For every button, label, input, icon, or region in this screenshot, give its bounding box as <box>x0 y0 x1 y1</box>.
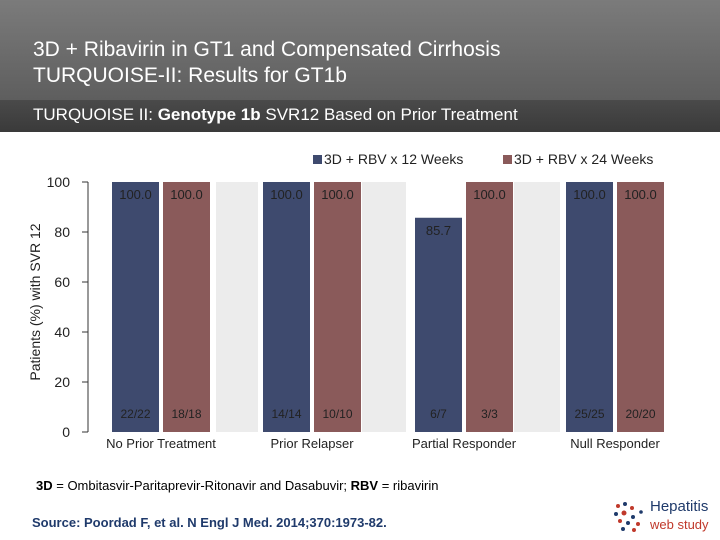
bar-2 <box>617 182 664 432</box>
bar-count-label: 20/20 <box>625 407 655 421</box>
chart-subtitle-bar: TURQUOISE II: Genotype 1b SVR12 Based on… <box>0 100 720 132</box>
bar-value-label: 100.0 <box>170 187 203 202</box>
bar-count-label: 18/18 <box>171 407 201 421</box>
y-axis-label: Patients (%) with SVR 12 <box>27 223 43 380</box>
bar-count-label: 10/10 <box>322 407 352 421</box>
logo-dots-icon <box>614 502 643 532</box>
slide-title-line1: 3D + Ribavirin in GT1 and Compensated Ci… <box>33 38 501 61</box>
subtitle-prefix: TURQUOISE II: <box>33 105 158 124</box>
y-tick-label: 0 <box>62 424 70 440</box>
bar-count-label: 6/7 <box>430 407 447 421</box>
x-category-label: No Prior Treatment <box>106 436 216 451</box>
group-separator-band <box>514 182 560 432</box>
subtitle-suffix: SVR12 Based on Prior Treatment <box>260 105 518 124</box>
legend-swatch-1 <box>313 155 322 164</box>
bar-2 <box>163 182 210 432</box>
y-tick-label: 20 <box>54 374 70 390</box>
legend-label-1: 3D + RBV x 12 Weeks <box>324 151 463 167</box>
x-category-label: Null Responder <box>570 436 660 451</box>
bar-1 <box>263 182 310 432</box>
bar-1 <box>415 217 462 432</box>
bar-1 <box>112 182 159 432</box>
legend-label-2: 3D + RBV x 24 Weeks <box>514 151 653 167</box>
bar-value-label: 100.0 <box>321 187 354 202</box>
slide-title-line2: TURQUOISE-II: Results for GT1b <box>33 64 347 87</box>
logo-line2: web study <box>650 517 709 532</box>
bar-value-label: 85.7 <box>426 223 451 238</box>
bar-2 <box>314 182 361 432</box>
y-tick-label: 60 <box>54 274 70 290</box>
bar-count-label: 22/22 <box>120 407 150 421</box>
footnote-def-rbv: = ribavirin <box>378 478 439 493</box>
slide-header: 3D + Ribavirin in GT1 and Compensated Ci… <box>0 0 720 100</box>
group-separator-band <box>216 182 258 432</box>
bar-2 <box>466 182 513 432</box>
legend-swatch-2 <box>503 155 512 164</box>
chart-subtitle: TURQUOISE II: Genotype 1b SVR12 Based on… <box>33 105 518 125</box>
subtitle-bold: Genotype 1b <box>157 105 261 124</box>
y-tick-label: 40 <box>54 324 70 340</box>
bar-count-label: 14/14 <box>271 407 301 421</box>
footnote-abbr-rbv: RBV <box>350 478 379 493</box>
bar-value-label: 100.0 <box>473 187 506 202</box>
bar-1 <box>566 182 613 432</box>
bar-value-label: 100.0 <box>624 187 657 202</box>
bar-count-label: 3/3 <box>481 407 498 421</box>
x-category-label: Partial Responder <box>412 436 517 451</box>
footnote-abbr-3d: 3D <box>36 478 53 493</box>
y-tick-label: 80 <box>54 224 70 240</box>
bar-value-label: 100.0 <box>573 187 606 202</box>
hepatitis-web-study-logo: Hepatitis web study <box>608 498 716 536</box>
bar-value-label: 100.0 <box>270 187 303 202</box>
x-category-label: Prior Relapser <box>270 436 354 451</box>
footnote: 3D = Ombitasvir-Paritaprevir-Ritonavir a… <box>36 478 438 493</box>
source-citation: Source: Poordad F, et al. N Engl J Med. … <box>32 515 387 530</box>
group-separator-band <box>362 182 406 432</box>
footnote-def-3d: = Ombitasvir-Paritaprevir-Ritonavir and … <box>52 478 351 493</box>
bar-value-label: 100.0 <box>119 187 152 202</box>
bar-count-label: 25/25 <box>574 407 604 421</box>
logo-line1: Hepatitis <box>650 498 709 515</box>
y-tick-label: 100 <box>47 174 71 190</box>
